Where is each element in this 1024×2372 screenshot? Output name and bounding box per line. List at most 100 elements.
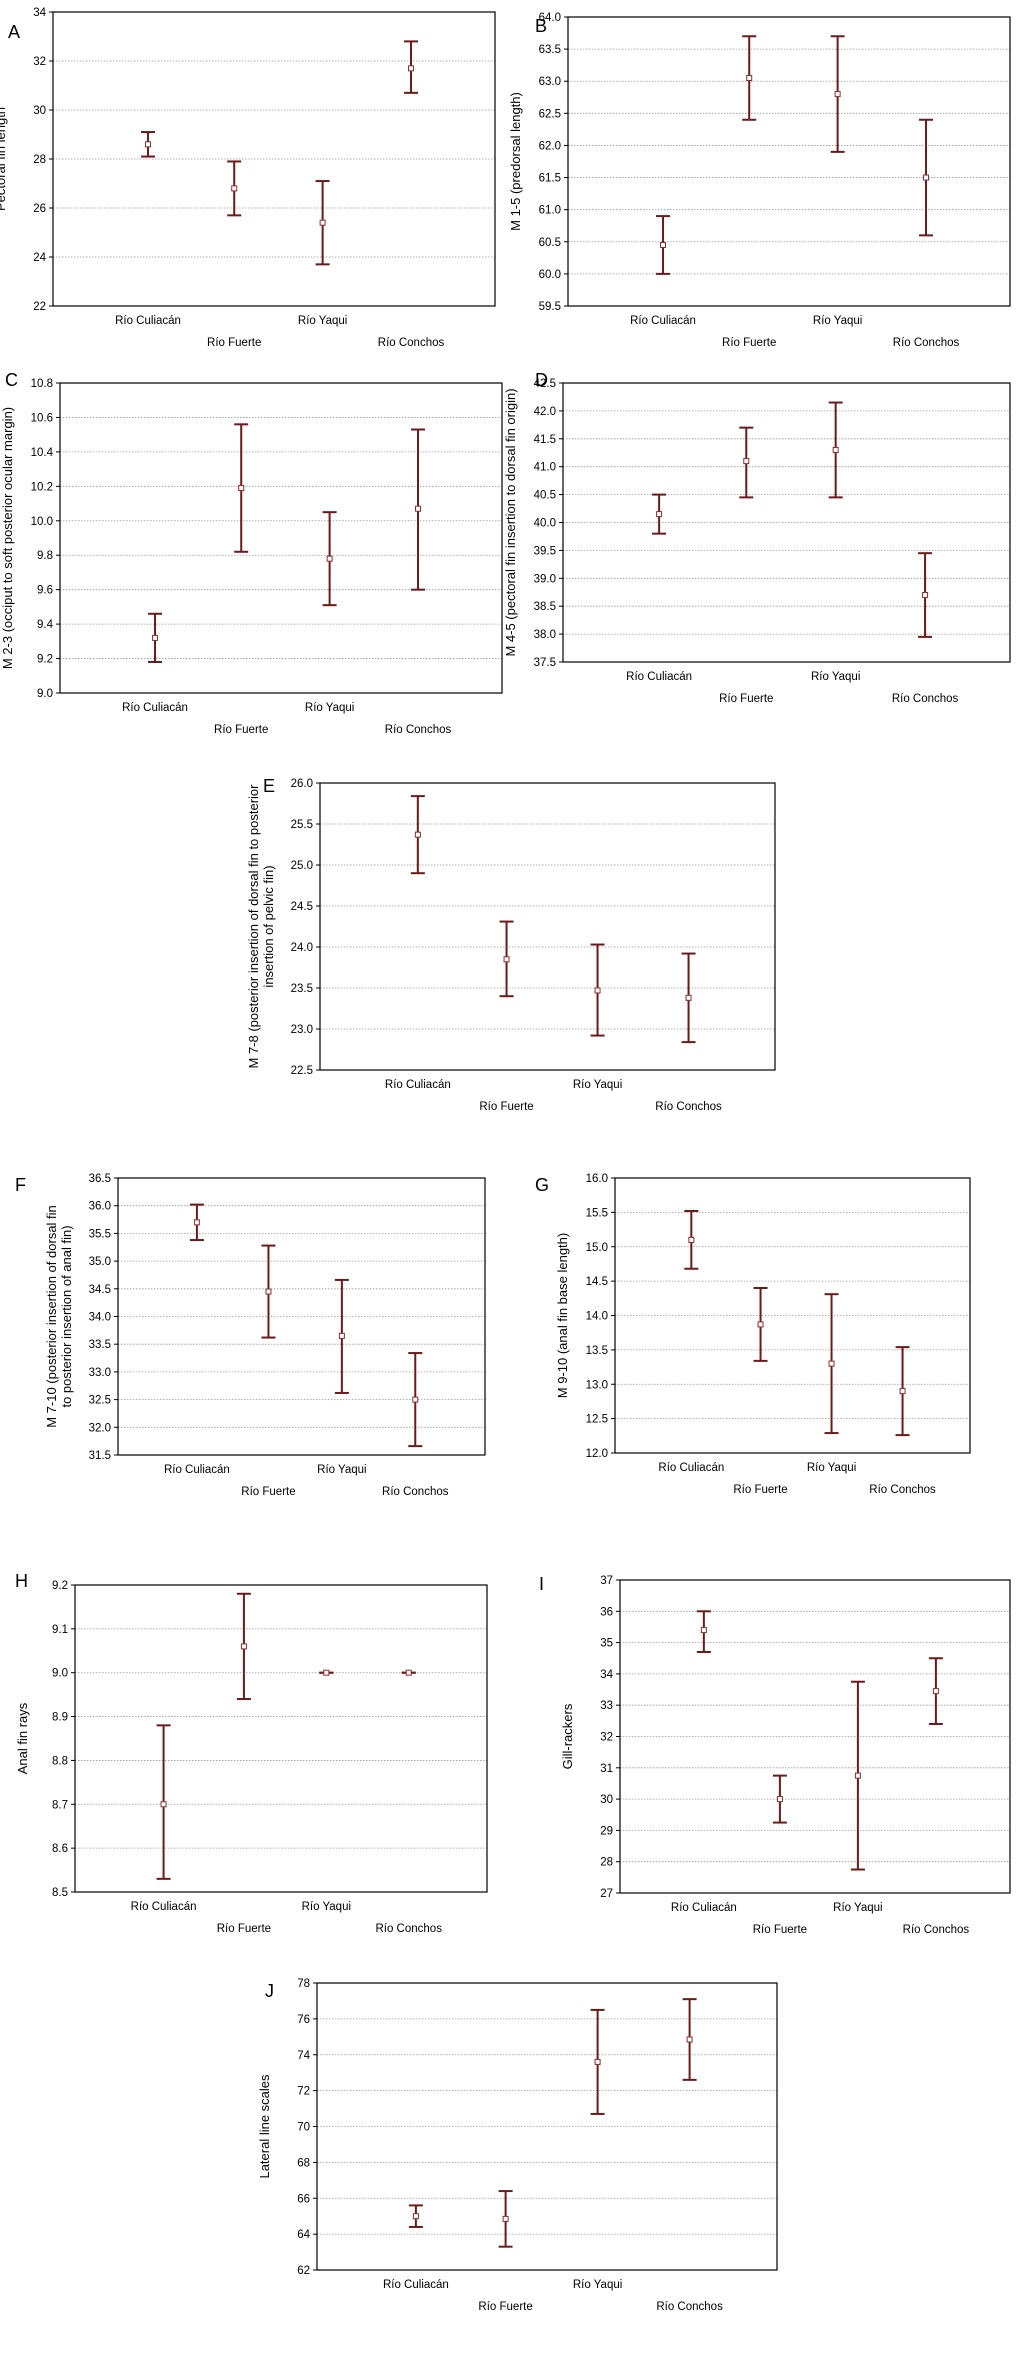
- mean-point: [923, 174, 930, 181]
- y-tick-label: 24.0: [291, 942, 313, 954]
- panel-letter: E: [263, 776, 275, 796]
- y-tick-label: 60.5: [539, 237, 561, 249]
- mean-point: [240, 1643, 247, 1650]
- y-axis-label: M 1-5 (predorsal length): [508, 92, 523, 231]
- y-tick-label: 14.5: [586, 1276, 608, 1288]
- panel-I: I 27 28 29 30 31 32 33 34 35 36 37 Gill-rackers Río C…: [539, 1574, 1011, 1936]
- panel-letter: G: [535, 1175, 549, 1195]
- x-category-label: Río Culiacán: [658, 1462, 724, 1474]
- y-tick-label: 62: [297, 2265, 310, 2277]
- panel-H: H 8.5 8.6 8.7 8.8 8.9 9.0 9.1 9.2 Anal fin rays Rí…: [15, 1571, 488, 1935]
- panel-letter: J: [265, 1981, 274, 2001]
- y-tick-label: 39.0: [534, 573, 556, 585]
- y-tick-label: 34.5: [89, 1284, 111, 1296]
- y-tick-label: 33: [600, 1700, 613, 1712]
- y-tick-label: 64.0: [539, 12, 561, 24]
- y-tick-label: 15.0: [586, 1242, 608, 1254]
- y-tick-label: 36.0: [89, 1201, 111, 1213]
- y-tick-label: 23.0: [291, 1024, 313, 1036]
- plot-frame: [52, 11, 496, 307]
- x-category-label: Río Yaqui: [317, 1464, 366, 1476]
- y-tick-label: 78: [297, 1978, 310, 1990]
- y-tick-label: 72: [297, 2086, 310, 2098]
- mean-point: [743, 458, 750, 465]
- mean-point: [700, 1627, 707, 1634]
- x-category-label: Río Fuerte: [241, 1486, 295, 1498]
- mean-point: [405, 1669, 412, 1676]
- y-tick-label: 33.5: [89, 1339, 111, 1351]
- y-tick-label: 24: [33, 252, 46, 264]
- mean-point: [594, 2058, 601, 2065]
- mean-point: [326, 555, 333, 562]
- x-category-label: Río Yaqui: [807, 1462, 856, 1474]
- y-tick-label: 61.5: [539, 173, 561, 185]
- y-tick-label: 34.0: [89, 1312, 111, 1324]
- y-tick-label: 32.0: [89, 1422, 111, 1434]
- y-tick-label: 9.2: [37, 654, 53, 666]
- y-tick-label: 14.0: [586, 1311, 608, 1323]
- y-tick-label: 60.0: [539, 269, 561, 281]
- y-tick-label: 8.9: [52, 1712, 68, 1724]
- x-category-label: Río Fuerte: [722, 337, 776, 349]
- y-tick-label: 36: [600, 1606, 613, 1618]
- mean-point: [746, 75, 753, 82]
- y-tick-label: 30: [600, 1794, 613, 1806]
- y-tick-label: 41.0: [534, 462, 556, 474]
- y-axis-label: M 9-10 (anal fin base length): [555, 1233, 570, 1398]
- mean-point: [685, 994, 692, 1001]
- y-tick-label: 9.1: [52, 1624, 68, 1636]
- x-category-label: Río Conchos: [382, 1486, 449, 1498]
- mean-point: [686, 2036, 693, 2043]
- mean-point: [656, 511, 663, 518]
- x-category-label: Río Yaqui: [811, 671, 860, 683]
- y-tick-label: 31: [600, 1763, 613, 1775]
- y-tick-label: 23.5: [291, 983, 313, 995]
- mean-point: [152, 634, 159, 641]
- mean-point: [828, 1360, 835, 1367]
- y-tick-label: 76: [297, 2014, 310, 2026]
- x-category-label: Río Culiacán: [131, 1901, 197, 1913]
- x-category-label: Río Conchos: [375, 1923, 442, 1935]
- y-tick-label: 26: [33, 203, 46, 215]
- x-category-label: Río Culiacán: [630, 315, 696, 327]
- y-tick-label: 9.8: [37, 550, 53, 562]
- mean-point: [899, 1388, 906, 1395]
- plot-frame: [59, 382, 503, 694]
- y-axis-label: Anal fin rays: [15, 1702, 30, 1774]
- panel-letter: C: [5, 370, 18, 390]
- mean-point: [757, 1321, 764, 1328]
- x-category-label: Río Yaqui: [305, 702, 354, 714]
- y-tick-label: 74: [297, 2050, 310, 2062]
- plot-frame: [567, 16, 1011, 307]
- x-category-label: Río Conchos: [378, 337, 445, 349]
- mean-point: [502, 2215, 509, 2222]
- y-tick-label: 35.0: [89, 1256, 111, 1268]
- y-tick-label: 9.0: [37, 688, 53, 700]
- x-category-label: Río Conchos: [903, 1924, 970, 1936]
- x-category-label: Río Conchos: [655, 1101, 722, 1113]
- mean-point: [594, 987, 601, 994]
- x-category-label: Río Yaqui: [573, 2279, 622, 2291]
- y-tick-label: 10.6: [31, 412, 53, 424]
- mean-point: [412, 2213, 419, 2220]
- y-tick-label: 30: [33, 105, 46, 117]
- mean-point: [854, 1772, 861, 1779]
- y-tick-label: 13.0: [586, 1379, 608, 1391]
- y-tick-label: 64: [297, 2229, 310, 2241]
- y-tick-label: 62.0: [539, 140, 561, 152]
- mean-point: [932, 1688, 939, 1695]
- y-tick-label: 26.0: [291, 778, 313, 790]
- y-tick-label: 10.2: [31, 481, 53, 493]
- y-tick-label: 36.5: [89, 1173, 111, 1185]
- x-category-label: Río Culiacán: [385, 1079, 451, 1091]
- y-tick-label: 25.0: [291, 860, 313, 872]
- x-category-label: Río Culiacán: [122, 702, 188, 714]
- panel-letter: A: [8, 22, 20, 42]
- y-tick-label: 40.5: [534, 490, 556, 502]
- panel-E: E 22.5 23.0 23.5 24.0 24.5 25.0 25.5 26.0 M 7-8 (…: [246, 776, 776, 1113]
- y-axis-label: Pectoral fin length: [0, 107, 8, 211]
- y-tick-label: 70: [297, 2122, 310, 2134]
- y-tick-label: 34: [33, 7, 46, 19]
- y-tick-label: 29: [600, 1825, 613, 1837]
